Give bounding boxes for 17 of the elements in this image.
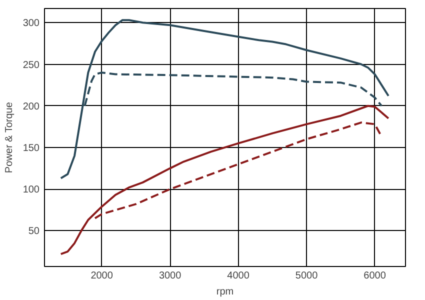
line-series: [60, 19, 390, 180]
x-tick-label: 5000: [295, 270, 318, 282]
y-axis-title: Power & Torque: [4, 102, 15, 174]
x-axis-title: rpm: [216, 286, 234, 298]
y-tick-label: 50: [28, 226, 40, 238]
x-tick-label: 2000: [90, 270, 114, 282]
y-tick-label: 300: [22, 18, 40, 30]
y-tick-label: 200: [22, 101, 40, 112]
y-tick-label: 250: [22, 60, 40, 71]
y-tick-label: 150: [22, 142, 40, 154]
x-tick-label: 3000: [158, 270, 182, 282]
x-tick-label: 4000: [227, 270, 250, 282]
line-series: [84, 72, 383, 107]
line-series: [60, 104, 390, 256]
x-tick-label: 6000: [364, 270, 386, 282]
y-tick-label: 100: [22, 184, 40, 196]
line-series: [94, 122, 383, 220]
